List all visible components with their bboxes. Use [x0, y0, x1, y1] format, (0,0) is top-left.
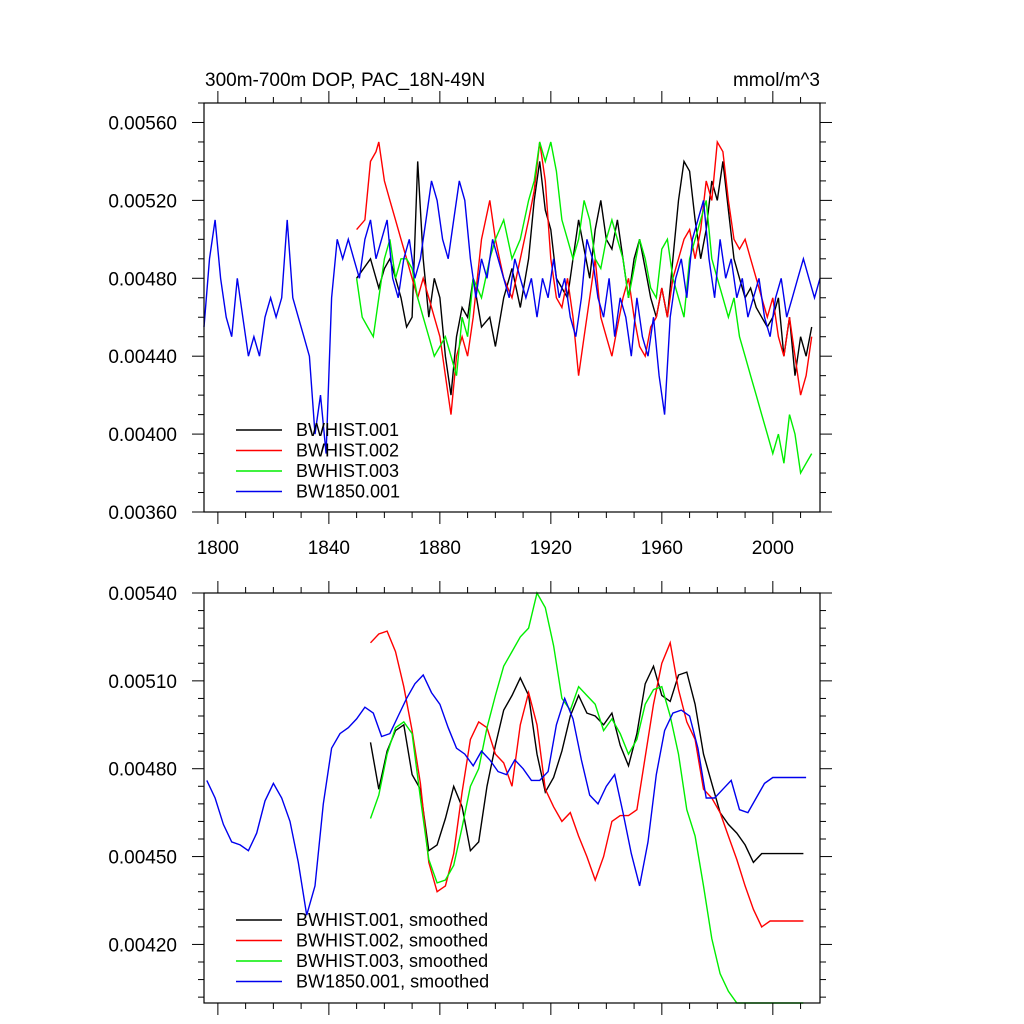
- legend-label: BW1850.001: [296, 482, 400, 502]
- x-tick-label: 1880: [419, 538, 461, 559]
- x-tick-label: 1920: [530, 538, 572, 559]
- series-line-bwhist-002: [356, 139, 813, 415]
- bottom-series-group: [206, 591, 807, 1004]
- x-tick-label: 2000: [752, 538, 794, 559]
- series-line-bwhist-003-smoothed: [369, 591, 804, 1004]
- x-tick-label: 1840: [308, 538, 350, 559]
- series-line-bwhist-001-smoothed: [369, 664, 804, 864]
- bottom-panel: 0.00420 0.00450 0.00480 0.00510 0.00540 BWHI…: [108, 581, 832, 1015]
- y-tick-label: 0.00480: [108, 760, 177, 781]
- legend-label: BWHIST.003: [296, 461, 399, 481]
- legend-label: BWHIST.003, smoothed: [296, 951, 488, 971]
- y-tick-label: 0.00480: [108, 269, 177, 290]
- chart-title: 300m-700m DOP, PAC_18N-49N: [205, 70, 485, 91]
- legend-label: BWHIST.002, smoothed: [296, 931, 488, 951]
- legend-label: BW1850.001, smoothed: [296, 972, 489, 992]
- series-line-bwhist-003: [355, 141, 813, 476]
- y-tick-label: 0.00400: [108, 425, 177, 446]
- series-line-bw1850-001-smoothed: [206, 673, 807, 916]
- series-line-bwhist-002-smoothed: [369, 630, 804, 928]
- bottom-axes: 0.00420 0.00450 0.00480 0.00510 0.00540: [108, 581, 832, 1015]
- units-label: mmol/m^3: [733, 70, 820, 91]
- y-tick-label: 0.00510: [108, 672, 177, 693]
- legend-label: BWHIST.001: [296, 420, 399, 440]
- x-tick-label: 1960: [641, 538, 683, 559]
- y-tick-label: 0.00440: [108, 347, 177, 368]
- x-tick-label: 1800: [197, 538, 239, 559]
- series-line-bwhist-001: [356, 159, 813, 396]
- y-tick-label: 0.00450: [108, 848, 177, 869]
- top-axes: 1800 1840 1880 1920 1960 2000 0.00360 0.00400 0.…: [108, 91, 832, 559]
- plot-frame: [203, 592, 821, 1004]
- y-tick-label: 0.00540: [108, 584, 177, 605]
- top-panel: 300m-700m DOP, PAC_18N-49N mmol/m^3 1800…: [108, 70, 832, 559]
- y-tick-label: 0.00520: [108, 191, 177, 212]
- top-series-group: [203, 139, 821, 476]
- plot-frame: [203, 102, 821, 513]
- y-tick-label: 0.00360: [108, 503, 177, 524]
- legend-label: BWHIST.001, smoothed: [296, 910, 488, 930]
- y-tick-label: 0.00560: [108, 113, 177, 134]
- y-tick-label: 0.00420: [108, 935, 177, 956]
- legend-label: BWHIST.002: [296, 441, 399, 461]
- series-line-bw1850-001: [203, 180, 821, 454]
